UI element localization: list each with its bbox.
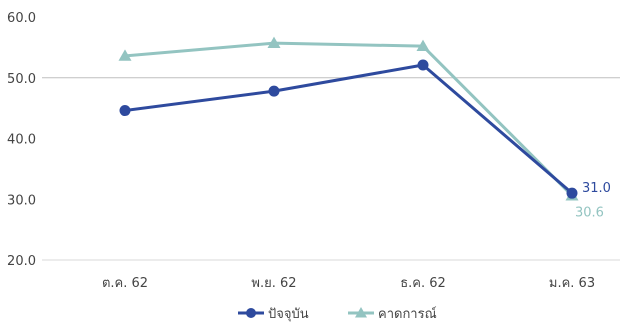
data-point: [118, 49, 132, 61]
y-tick-label: 60.0: [7, 11, 36, 26]
data-point: [417, 59, 429, 71]
legend-marker: [246, 308, 256, 318]
data-point: [267, 36, 281, 48]
series-layer: [118, 36, 579, 201]
legend-label: คาดการณ์: [378, 306, 437, 322]
data-label: 31.0: [582, 181, 611, 196]
data-point: [416, 39, 430, 52]
legend-marker: [355, 307, 367, 318]
series-line-0: [124, 63, 573, 195]
data-point: [566, 187, 578, 199]
data-point: [119, 105, 131, 117]
series-line-1: [124, 41, 574, 197]
data-point: [268, 85, 280, 97]
x-axis: ต.ค. 62 พ.ย. 62 ธ.ค. 62 ม.ค. 63: [102, 276, 595, 291]
x-tick-label: พ.ย. 62: [251, 276, 296, 291]
reference-line-group: [42, 77, 620, 261]
legend-item: คาดการณ์: [348, 306, 437, 322]
y-tick-label: 20.0: [7, 254, 36, 269]
legend: ปัจจุบัน คาดการณ์: [238, 306, 437, 322]
x-tick-label: ม.ค. 63: [549, 276, 595, 291]
data-label: 30.6: [575, 206, 604, 221]
y-tick-label: 40.0: [7, 133, 36, 148]
legend-item: ปัจจุบัน: [238, 307, 309, 322]
data-labels: 31.0 30.6: [575, 181, 611, 220]
y-tick-label: 30.0: [7, 193, 36, 208]
x-tick-label: ธ.ค. 62: [400, 276, 446, 291]
x-tick-label: ต.ค. 62: [102, 276, 148, 291]
y-tick-label: 50.0: [7, 72, 36, 87]
y-axis: 20.0 30.0 40.0 50.0 60.0: [7, 11, 36, 269]
legend-label: ปัจจุบัน: [268, 307, 309, 322]
